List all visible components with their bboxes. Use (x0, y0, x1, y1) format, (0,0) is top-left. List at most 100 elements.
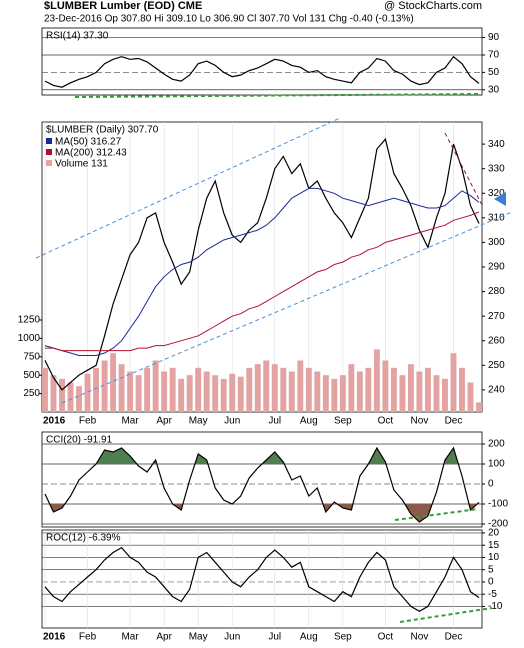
volume-bar (76, 386, 83, 412)
y-tick-label: 250 (488, 360, 505, 371)
x-tick-label: Nov (411, 416, 429, 427)
panel-legend: ROC(12) -6.39% (46, 533, 121, 544)
volume-bar (467, 382, 474, 412)
volume-bar (373, 349, 380, 412)
x-tick-label: Mar (121, 416, 139, 427)
volume-bar (297, 360, 304, 412)
volume-bar (331, 378, 338, 412)
y-tick-label: -10 (488, 601, 503, 612)
volume-bar (390, 367, 397, 412)
panel-frame (41, 121, 483, 413)
volume-bar (59, 378, 65, 412)
volume-bar (237, 376, 244, 412)
volume-bar (254, 364, 261, 412)
x-tick-label: Feb (79, 632, 97, 643)
x-tick-label: Apr (156, 416, 172, 427)
panel-frame (41, 431, 483, 528)
y-tick-label: 300 (488, 237, 505, 248)
y-tick-label: 0 (488, 577, 494, 588)
quote: 23-Dec-2016 Op 307.80 Hi 309.10 Lo 306.9… (44, 14, 414, 25)
down-trend (444, 132, 483, 206)
volume-bar (50, 375, 57, 412)
channel-bottom (61, 211, 513, 404)
volume-bar (263, 360, 270, 412)
x-tick-label: Mar (121, 632, 139, 643)
volume-bar (280, 367, 287, 412)
volume-bar (229, 373, 236, 412)
legend-swatch (46, 160, 52, 166)
volume-bar (220, 378, 227, 412)
volume-bar (144, 367, 151, 412)
volume-bar (169, 367, 176, 412)
x-tick-label: Apr (156, 632, 172, 643)
volume-bar (212, 375, 219, 412)
y2-tick-label: 1000 (18, 333, 41, 344)
legend-swatch (46, 138, 52, 144)
y-tick-label: 260 (488, 335, 505, 346)
volume-bar (246, 367, 253, 412)
panel-legend: $LUMBER (Daily) 307.70 (46, 125, 159, 136)
volume-bar (305, 367, 312, 412)
volume-bar (67, 382, 74, 412)
series-line (44, 55, 480, 88)
x-tick-label: Sep (334, 632, 352, 643)
volume-bar (135, 375, 142, 412)
volume-bar (186, 375, 193, 412)
volume-bar (399, 375, 406, 412)
x-tick-label: Jul (268, 632, 281, 643)
x-tick-label: May (189, 632, 208, 643)
source: @ StockCharts.com (384, 0, 482, 12)
volume-bar (416, 371, 423, 412)
y-tick-label: 270 (488, 311, 505, 322)
y-tick-label: 310 (488, 212, 505, 223)
panel-legend: CCI(20) -91.91 (46, 435, 113, 446)
volume-bar (127, 371, 134, 412)
x-tick-label: 2016 (43, 416, 66, 427)
volume-bar (118, 364, 125, 412)
y-tick-label: 5 (488, 564, 494, 575)
series-line (45, 211, 480, 352)
volume-bar (424, 367, 431, 412)
volume-bar (441, 378, 448, 412)
y2-tick-label: 1250 (18, 315, 41, 326)
volume-bar (459, 367, 465, 412)
volume-bar (101, 360, 108, 412)
x-tick-label: Oct (378, 632, 394, 643)
volume-bar (356, 371, 363, 412)
y-tick-label: -200 (488, 519, 508, 530)
y-tick-label: 320 (488, 188, 505, 199)
x-tick-label: Nov (411, 632, 429, 643)
y-tick-label: 340 (488, 139, 505, 150)
y-tick-label: 330 (488, 163, 505, 174)
volume-bar (476, 402, 482, 412)
x-tick-label: 2016 (43, 632, 66, 643)
volume-bar (152, 360, 159, 412)
volume-bar (195, 367, 202, 412)
volume-bar (84, 373, 91, 412)
legend-entry: Volume 131 (55, 159, 108, 170)
volume-bar (110, 353, 117, 412)
volume-bar (271, 364, 278, 412)
volume-bar (322, 375, 329, 412)
volume-bar (288, 371, 295, 412)
y2-tick-label: 250 (23, 388, 40, 399)
panel-legend: RSI(14) 37.30 (46, 31, 109, 42)
x-tick-label: Oct (378, 416, 394, 427)
title: $LUMBER Lumber (EOD) CME (44, 0, 202, 12)
rsi-support (74, 93, 479, 98)
series-line (44, 446, 480, 523)
cci-divergence (394, 508, 479, 521)
y2-tick-label: 500 (23, 370, 40, 381)
y2-tick-label: 750 (23, 351, 40, 362)
volume-bar (42, 367, 48, 412)
volume-bar (339, 375, 346, 412)
y-tick-label: 280 (488, 286, 505, 297)
arrow (494, 192, 506, 206)
y-tick-label: -5 (488, 589, 497, 600)
x-tick-label: Aug (300, 632, 318, 643)
volume-bar (178, 378, 185, 412)
y-tick-label: 290 (488, 262, 505, 273)
x-tick-label: Jul (268, 416, 281, 427)
